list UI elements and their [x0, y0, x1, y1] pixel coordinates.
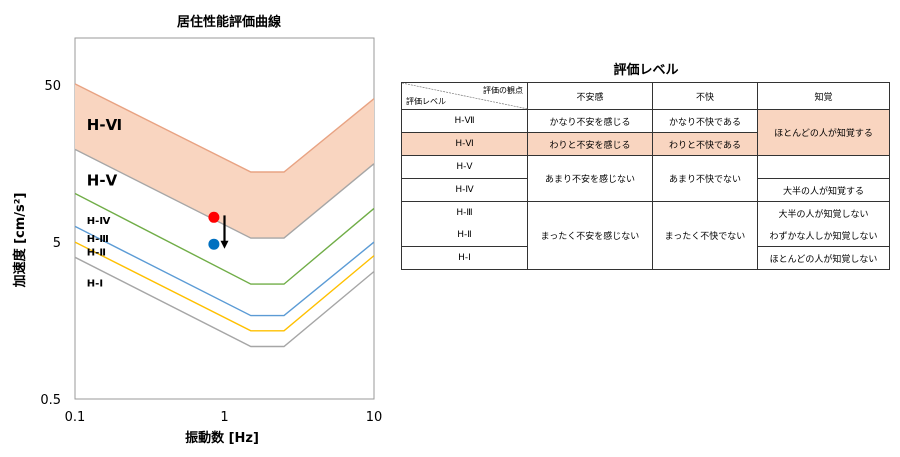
table-row: H-Ⅳ 大半の人が知覚する — [401, 178, 890, 202]
table-row: H-Ⅶ かなり不安を感じる かなり不快である ほとんどの人が知覚する — [401, 109, 890, 156]
level-cell: H-Ⅵ — [401, 132, 528, 156]
x-axis-label: 振動数 [Hz] — [185, 430, 259, 446]
perception-cell: わずかな人しか知覚しない — [757, 224, 890, 247]
level-cell: H-Ⅶ — [401, 109, 528, 133]
table-row: H-Ⅲ まったく不安を感じない まったく不快でない 大半の人が知覚しない — [401, 201, 890, 270]
y-tick-label: 5 — [53, 236, 61, 251]
level-cell: H-Ⅳ — [401, 178, 528, 202]
anxiety-cell: わりと不安を感じる — [527, 132, 653, 156]
corner-header: 評価の観点 評価レベル — [401, 82, 528, 110]
perception-cell: 大半の人が知覚しない — [757, 201, 890, 224]
perception-cell-empty — [757, 155, 890, 179]
anxiety-cell: かなり不安を感じる — [527, 109, 653, 133]
arrow-head — [220, 240, 229, 249]
h6-h7-band — [75, 83, 374, 239]
data-points — [208, 211, 229, 250]
y-tick-label: 0.5 — [40, 393, 61, 408]
evaluation-level-table-wrapper: 評価レベル 評価の観点 評価レベル 不安感 不快 知覚 H-Ⅶ かなり不安を感じ… — [401, 60, 891, 270]
data-point — [208, 211, 220, 223]
series-line — [75, 256, 374, 348]
x-tick-label: 10 — [366, 410, 383, 425]
level-cell: H-Ⅴ — [401, 155, 528, 179]
level-cell: H-Ⅲ — [401, 201, 528, 224]
chart-title: 居住性能評価曲線 — [177, 14, 282, 30]
perception-cell: ほとんどの人が知覚する — [757, 109, 890, 156]
anxiety-cell: まったく不安を感じない — [527, 201, 653, 270]
perception-cell: ほとんどの人が知覚しない — [757, 246, 890, 270]
y-axis-label: 加速度 [cm/s²] — [12, 193, 28, 289]
col-header-anxiety: 不安感 — [527, 82, 653, 110]
region-label: H-Ⅲ — [87, 234, 109, 245]
evaluation-level-table: 評価の観点 評価レベル 不安感 不快 知覚 H-Ⅶ かなり不安を感じる かなり不… — [401, 82, 890, 270]
x-tick-label: 0.1 — [65, 410, 86, 425]
anxiety-cell: あまり不安を感じない — [527, 155, 653, 202]
table-header-row: 評価の観点 評価レベル 不安感 不快 知覚 — [401, 82, 890, 110]
evaluation-curve-chart: 居住性能評価曲線 H-Ⅵ H-Ⅴ H-Ⅳ H-Ⅲ H-Ⅱ H-Ⅰ 0.1 1 10 0.5 5 50… — [12, 14, 382, 446]
discomfort-cell: わりと不快である — [652, 132, 758, 156]
region-label: H-Ⅳ — [87, 216, 111, 227]
discomfort-cell: かなり不快である — [652, 109, 758, 133]
x-tick-label: 1 — [220, 410, 228, 425]
table-row: H-Ⅵ わりと不安を感じる わりと不快である — [401, 132, 890, 156]
corner-top-label: 評価の観点 — [483, 86, 523, 95]
perception-cell: 大半の人が知覚する — [757, 178, 890, 202]
region-label: H-Ⅵ — [87, 116, 122, 134]
table-title: 評価レベル — [613, 63, 679, 78]
y-tick-label: 50 — [44, 79, 61, 94]
region-label: H-Ⅰ — [87, 279, 103, 290]
level-cell: H-Ⅰ — [401, 246, 528, 270]
region-label: H-Ⅱ — [87, 248, 106, 259]
region-labels: H-Ⅵ H-Ⅴ H-Ⅳ H-Ⅲ H-Ⅱ H-Ⅰ — [87, 116, 122, 290]
col-header-perception: 知覚 — [757, 82, 890, 110]
region-label: H-Ⅴ — [87, 171, 118, 189]
table-row: H-Ⅴ あまり不安を感じない あまり不快でない — [401, 155, 890, 202]
series-line — [75, 241, 374, 332]
level-cell: H-Ⅱ — [401, 224, 528, 247]
col-header-discomfort: 不快 — [652, 82, 758, 110]
series-line — [75, 148, 374, 239]
axis-ticks: 0.1 1 10 0.5 5 50 — [40, 79, 382, 425]
series-line — [75, 225, 374, 317]
data-point — [208, 238, 220, 250]
discomfort-cell: まったく不快でない — [652, 201, 758, 270]
corner-bottom-label: 評価レベル — [406, 97, 446, 106]
series-line — [75, 83, 374, 173]
series-lines — [75, 83, 374, 348]
discomfort-cell: あまり不快でない — [652, 155, 758, 202]
diagonal-line — [402, 83, 528, 109]
table-row: H-Ⅰ ほとんどの人が知覚しない — [401, 246, 890, 270]
series-line — [75, 192, 374, 285]
band-fill — [75, 83, 374, 239]
